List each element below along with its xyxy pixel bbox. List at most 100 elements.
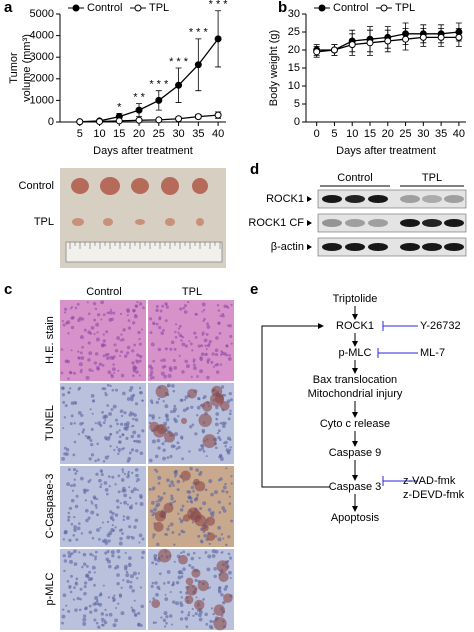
- cell: [89, 408, 92, 411]
- cell: [174, 336, 178, 339]
- cell: [64, 404, 68, 408]
- cell: [98, 538, 101, 541]
- cell: [67, 511, 71, 515]
- cell: [174, 419, 178, 424]
- cell: [137, 611, 141, 616]
- band: [345, 243, 365, 251]
- cell: [117, 474, 121, 478]
- cell: [230, 475, 233, 478]
- cell: [148, 458, 153, 463]
- cell: [69, 590, 73, 594]
- cell: [164, 347, 168, 351]
- tumor: [103, 218, 113, 226]
- cell: [139, 586, 143, 589]
- group-label: Control: [337, 172, 372, 184]
- cell: [214, 364, 217, 367]
- cell: [92, 301, 97, 306]
- cell: [184, 359, 188, 364]
- cell: [198, 617, 203, 622]
- cell: [214, 348, 219, 353]
- cell: [67, 551, 71, 555]
- significance: *: [117, 101, 122, 113]
- cell: [156, 585, 161, 590]
- cell: [127, 326, 132, 330]
- pathway-node: Mitochondrial injury: [308, 388, 403, 400]
- micrograph: [60, 549, 146, 630]
- cell: [98, 362, 103, 366]
- cell: [83, 581, 88, 585]
- cell: [186, 500, 189, 503]
- cell: [74, 582, 79, 586]
- legend-marker: [318, 4, 326, 12]
- cell: [90, 453, 95, 457]
- cell: [100, 318, 103, 321]
- cell: [149, 377, 153, 380]
- cell: [95, 621, 99, 625]
- cell: [60, 371, 64, 375]
- cell: [160, 616, 163, 619]
- cell: [99, 593, 103, 597]
- cell: [84, 508, 89, 513]
- y-tick-label: 15: [288, 62, 300, 74]
- cell: [108, 485, 111, 488]
- cell: [154, 581, 158, 585]
- band: [444, 243, 464, 251]
- stain: [154, 510, 166, 522]
- cell: [116, 549, 121, 554]
- y-tick-label: 4000: [30, 30, 54, 42]
- cell: [140, 624, 143, 627]
- cell: [67, 609, 71, 613]
- cell: [76, 302, 80, 306]
- band-label: ROCK1: [266, 193, 304, 205]
- cell: [126, 314, 129, 317]
- cell: [170, 494, 174, 498]
- cell: [117, 448, 121, 452]
- cell: [98, 478, 102, 483]
- cell: [162, 448, 166, 452]
- cell: [174, 500, 177, 503]
- panel-label: d: [250, 161, 259, 178]
- cell: [217, 500, 222, 504]
- cell: [152, 321, 156, 325]
- cell: [207, 507, 212, 512]
- cell: [83, 585, 87, 589]
- cell: [190, 405, 194, 409]
- cell: [136, 477, 140, 482]
- cell: [165, 303, 168, 306]
- cell: [105, 356, 110, 361]
- cell: [184, 395, 189, 400]
- cell: [162, 399, 165, 403]
- cell: [108, 564, 112, 569]
- cell: [117, 490, 121, 494]
- band: [322, 195, 342, 203]
- cell: [114, 348, 119, 353]
- cell: [188, 340, 191, 343]
- cell: [124, 426, 129, 431]
- cell: [148, 413, 152, 417]
- y-tick-label: 0: [48, 116, 54, 128]
- x-tick-label: 10: [346, 128, 358, 140]
- cell: [68, 586, 71, 589]
- cell: [190, 485, 195, 490]
- cell: [155, 542, 160, 547]
- cell: [203, 533, 208, 538]
- cell: [96, 458, 100, 462]
- cell: [182, 408, 187, 412]
- data-point: [115, 117, 123, 125]
- cell: [173, 543, 176, 546]
- band: [368, 195, 388, 203]
- cell: [185, 408, 188, 411]
- data-point: [366, 39, 374, 47]
- cell: [80, 368, 83, 372]
- cell: [178, 324, 182, 328]
- cell: [203, 394, 207, 399]
- cell: [81, 422, 85, 425]
- stain: [194, 599, 205, 611]
- cell: [222, 509, 227, 513]
- cell: [93, 583, 96, 587]
- cell: [205, 348, 208, 351]
- cell: [113, 343, 117, 347]
- cell: [192, 360, 196, 363]
- cell: [96, 331, 99, 334]
- cell: [65, 604, 68, 607]
